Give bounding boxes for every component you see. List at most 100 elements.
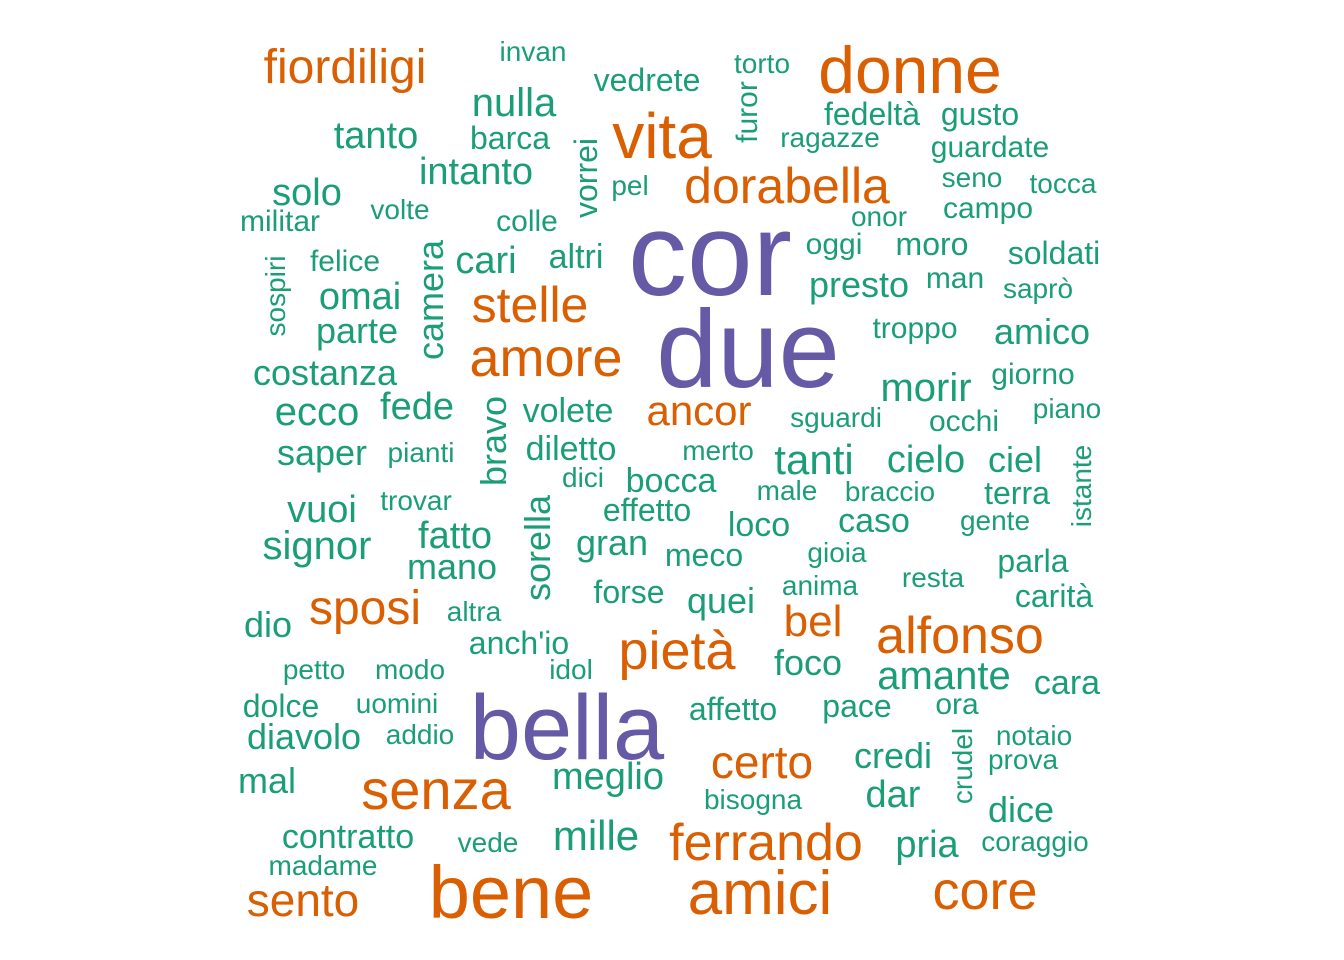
word-loco: loco bbox=[727, 506, 791, 544]
word-occhi: occhi bbox=[928, 405, 1000, 438]
word-signor: signor bbox=[262, 524, 372, 568]
word-amici: amici bbox=[687, 859, 833, 928]
word-torto: torto bbox=[733, 48, 791, 79]
word-vuoi: vuoi bbox=[287, 489, 357, 531]
word-braccio: braccio bbox=[844, 476, 936, 507]
word-idol: idol bbox=[549, 654, 593, 685]
word-altra: altra bbox=[446, 596, 502, 627]
word-onor: onor bbox=[850, 201, 908, 232]
word-ciel: ciel bbox=[987, 439, 1043, 480]
word-caso: caso bbox=[838, 502, 910, 540]
word-trovar: trovar bbox=[380, 485, 452, 516]
word-bocca: bocca bbox=[625, 462, 717, 500]
word-pianti: pianti bbox=[387, 437, 455, 468]
word-stelle: stelle bbox=[471, 277, 589, 333]
word-anima: anima bbox=[781, 570, 859, 601]
word-meglio: meglio bbox=[552, 756, 664, 798]
word-parte: parte bbox=[315, 310, 399, 351]
word-soldati: soldati bbox=[1007, 235, 1101, 271]
word-bene: bene bbox=[428, 851, 594, 934]
word-vorrei: vorrei bbox=[568, 137, 604, 219]
word-troppo: troppo bbox=[872, 312, 958, 345]
word-bisogna: bisogna bbox=[703, 784, 803, 815]
word-vita: vita bbox=[612, 100, 712, 172]
word-pel: pel bbox=[611, 170, 649, 201]
word-volte: volte bbox=[370, 194, 430, 225]
word-cor: cor bbox=[628, 189, 792, 321]
word-foco: foco bbox=[773, 642, 843, 683]
word-diavolo: diavolo bbox=[246, 716, 362, 757]
word-dar: dar bbox=[865, 774, 921, 816]
word-ora: ora bbox=[935, 688, 979, 721]
word-amante: amante bbox=[877, 654, 1011, 698]
word-solo: solo bbox=[272, 172, 342, 214]
word-madame: madame bbox=[268, 850, 378, 881]
word-morir: morir bbox=[880, 366, 972, 410]
word-sento: sento bbox=[246, 874, 360, 926]
word-affetto: affetto bbox=[688, 691, 778, 727]
word-petto: petto bbox=[282, 654, 346, 685]
word-volete: volete bbox=[522, 392, 614, 430]
word-amico: amico bbox=[993, 311, 1091, 352]
word-modo: modo bbox=[374, 654, 446, 685]
word-invan: invan bbox=[499, 36, 567, 67]
word-saper: saper bbox=[276, 432, 368, 473]
word-dio: dio bbox=[243, 604, 293, 645]
word-campo: campo bbox=[942, 192, 1034, 225]
word-oggi: oggi bbox=[805, 228, 863, 261]
word-mal: mal bbox=[237, 760, 297, 801]
word-dice: dice bbox=[987, 789, 1055, 830]
word-dici: dici bbox=[561, 462, 605, 493]
word-prova: prova bbox=[987, 744, 1059, 775]
word-giorno: giorno bbox=[991, 358, 1075, 391]
word-notaio: notaio bbox=[995, 720, 1073, 751]
word-tocca: tocca bbox=[1029, 168, 1097, 199]
word-cielo: cielo bbox=[886, 439, 966, 481]
word-felice: felice bbox=[309, 245, 381, 278]
word-crudel: crudel bbox=[947, 727, 978, 805]
word-mano: mano bbox=[406, 546, 498, 587]
word-ecco: ecco bbox=[274, 390, 360, 434]
word-tanto: tanto bbox=[333, 115, 419, 157]
word-resta: resta bbox=[901, 562, 965, 593]
word-core: core bbox=[932, 861, 1038, 921]
word-seno: seno bbox=[941, 162, 1003, 193]
word-mille: mille bbox=[552, 812, 640, 859]
word-parla: parla bbox=[997, 543, 1069, 579]
word-moro: moro bbox=[895, 226, 969, 262]
word-donne: donne bbox=[818, 33, 1002, 107]
word-pace: pace bbox=[822, 688, 892, 724]
word-anchio: anch'io bbox=[468, 625, 570, 661]
word-sposi: sposi bbox=[308, 582, 422, 635]
word-piano: piano bbox=[1032, 393, 1102, 424]
word-addio: addio bbox=[385, 719, 455, 750]
word-meco: meco bbox=[664, 537, 744, 573]
word-barca: barca bbox=[469, 120, 551, 156]
word-fiordiligi: fiordiligi bbox=[263, 41, 427, 94]
word-sapr: saprò bbox=[1002, 273, 1074, 304]
word-cari: cari bbox=[455, 240, 517, 282]
word-tanti: tanti bbox=[774, 436, 854, 483]
word-pria: pria bbox=[895, 824, 959, 866]
word-alfonso: alfonso bbox=[876, 607, 1044, 665]
word-bella: bella bbox=[469, 677, 665, 779]
word-colle: colle bbox=[496, 205, 558, 238]
word-dorabella: dorabella bbox=[684, 158, 890, 214]
word-fede: fede bbox=[380, 386, 454, 428]
word-contratto: contratto bbox=[281, 818, 415, 856]
word-gusto: gusto bbox=[940, 96, 1020, 132]
word-ragazze: ragazze bbox=[780, 122, 880, 153]
word-ferrando: ferrando bbox=[669, 814, 863, 872]
word-forse: forse bbox=[593, 574, 665, 610]
word-uomini: uomini bbox=[355, 688, 439, 719]
word-quei: quei bbox=[686, 580, 756, 621]
word-guardate: guardate bbox=[930, 131, 1050, 164]
word-furor: furor bbox=[731, 81, 764, 143]
word-sospiri: sospiri bbox=[260, 255, 291, 337]
word-intanto: intanto bbox=[418, 151, 534, 193]
word-coraggio: coraggio bbox=[981, 826, 1089, 857]
word-presto: presto bbox=[808, 264, 910, 305]
word-camera: camera bbox=[410, 239, 451, 361]
word-man: man bbox=[925, 262, 985, 295]
